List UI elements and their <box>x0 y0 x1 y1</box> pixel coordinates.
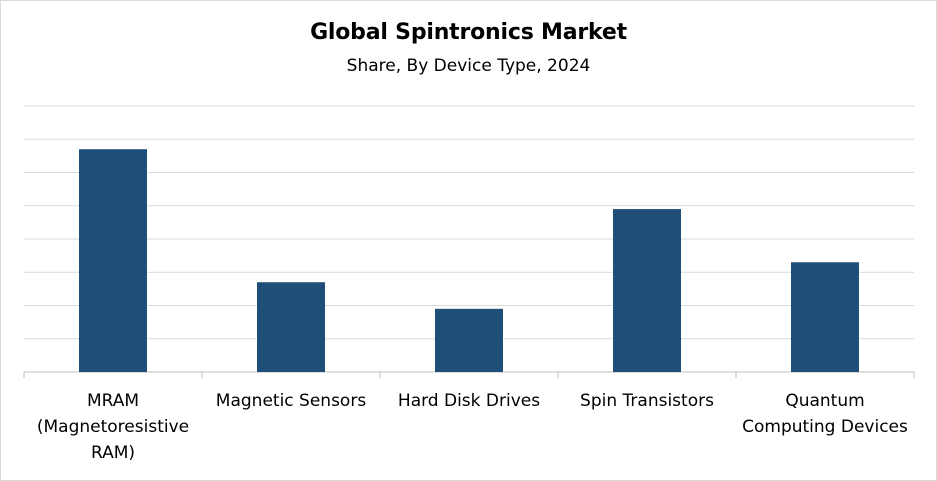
bar <box>257 282 325 372</box>
x-tick-label-line: Computing Devices <box>742 417 908 437</box>
x-tick-label: Quantum Computing Devices <box>736 388 914 440</box>
x-tick-label: Spin Transistors <box>558 388 736 414</box>
x-tick-label-line: Magnetic Sensors <box>215 391 367 411</box>
bar <box>791 262 859 372</box>
x-tick-label: Magnetic Sensors <box>202 388 380 414</box>
x-tick-label-line: Spin Transistors <box>580 391 714 411</box>
x-tick-label-line: (Magnetoresistive <box>36 417 190 437</box>
bar <box>79 149 147 372</box>
chart-subtitle: Share, By Device Type, 2024 <box>346 56 591 76</box>
x-tick-label-line: Hard Disk Drives <box>397 391 541 411</box>
x-tick-label: Hard Disk Drives <box>380 388 558 414</box>
x-tick-label: MRAM (Magnetoresistive RAM) <box>24 388 202 466</box>
bar <box>613 209 681 372</box>
x-tick-label-line: Quantum <box>785 391 865 411</box>
chart-title: Global Spintronics Market <box>310 20 627 45</box>
bar <box>435 308 503 372</box>
x-tick-label-line: RAM) <box>90 443 136 463</box>
x-tick-label-line: MRAM <box>86 391 140 411</box>
